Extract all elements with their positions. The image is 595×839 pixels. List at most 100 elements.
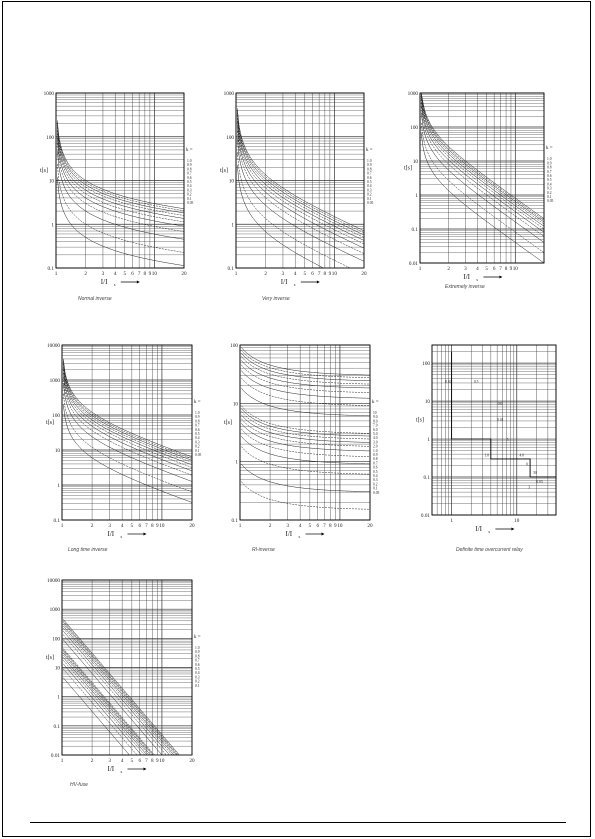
curve-k-7 <box>63 623 192 756</box>
k-value-label: 1.0 <box>547 157 552 161</box>
k-value-label: 4.0 <box>373 436 378 440</box>
k-value-label: 0.05 <box>195 453 201 457</box>
k-value-label: 0.7 <box>367 172 372 176</box>
x-tick-label: 7 <box>323 523 326 529</box>
k-value-label: 0.4 <box>373 474 378 478</box>
curve-k-0_1 <box>63 393 193 493</box>
x-tick-label: 20 <box>189 758 195 764</box>
curve-k-0_8 <box>241 411 370 440</box>
y-tick-label: 0.1 <box>54 724 61 730</box>
plot-frame <box>55 92 185 269</box>
k-value-label: 1.0 <box>187 159 192 163</box>
x-tick-label: 9 <box>329 271 332 277</box>
k-value-label: 0.7 <box>373 461 378 465</box>
k-value-label: 7.0 <box>373 424 378 428</box>
x-axis-label-sub: s <box>114 282 116 287</box>
step-annotation: 100 <box>497 402 503 406</box>
k-value-label: 0.7 <box>195 424 200 428</box>
k-label: k = <box>194 400 201 405</box>
x-axis-arrowhead <box>316 280 320 284</box>
x-tick-label: 7 <box>499 266 502 272</box>
k-value-label: 0.5 <box>195 432 200 436</box>
y-axis-label: t[s] <box>220 168 228 174</box>
x-tick-label: 10 <box>337 523 343 529</box>
x-axis-label: I/I <box>286 530 293 538</box>
curve-k-0_1 <box>63 677 192 756</box>
x-tick-label: 4 <box>294 271 297 277</box>
y-tick-label: 0.01 <box>421 513 430 519</box>
curve-k-0_9 <box>63 360 193 459</box>
x-tick-label: 3 <box>464 266 467 272</box>
x-tick-label: 5 <box>485 266 488 272</box>
curve-k-6 <box>241 360 371 389</box>
k-value-label: 0.1 <box>373 487 378 491</box>
x-tick-label: 7 <box>145 758 148 764</box>
x-tick-label: 4 <box>299 523 302 529</box>
k-value-label: 2.0 <box>373 445 378 449</box>
x-axis-arrowhead <box>143 767 147 771</box>
curve-k-0_3 <box>237 130 365 254</box>
curve-k-2 <box>241 388 370 417</box>
k-value-label: 0.1 <box>367 197 372 201</box>
curve-k-0_3 <box>63 377 193 476</box>
x-tick-label: 20 <box>181 271 187 277</box>
y-tick-label: 0.1 <box>54 518 61 524</box>
k-value-label: 0.1 <box>195 684 200 688</box>
y-tick-label: 10 <box>55 666 61 672</box>
y-tick-label: 10 <box>49 179 55 185</box>
k-value-label: 0.8 <box>547 166 552 170</box>
x-tick-label: 5 <box>131 758 134 764</box>
plot-frame <box>61 344 193 521</box>
x-tick-label: 9 <box>156 758 159 764</box>
x-tick-label: 3 <box>282 271 285 277</box>
x-tick-label: 6 <box>138 523 141 529</box>
k-value-label: 3.0 <box>373 440 378 444</box>
y-tick-label: 1000 <box>44 91 55 97</box>
long-time-inverse-caption: Long time inverse <box>68 547 108 553</box>
curves <box>420 92 545 264</box>
y-tick-label: 100 <box>52 413 60 419</box>
plot-frame <box>235 92 365 269</box>
x-tick-label: 8 <box>151 758 154 764</box>
curve-k-0_4 <box>63 372 193 472</box>
y-axis-label: t[s] <box>46 420 54 426</box>
k-value-label: 0.5 <box>195 667 200 671</box>
curve-k-0_9 <box>241 408 370 437</box>
y-tick-label: 100 <box>410 125 418 131</box>
x-tick-label: 1 <box>61 523 64 529</box>
x-axis-label: I/I <box>475 525 482 533</box>
x-tick-label: 10 <box>159 523 165 529</box>
y-tick-label: 10 <box>229 179 235 185</box>
x-axis-arrowhead <box>511 527 515 531</box>
definite-time-caption: Definite time overcurrent relay <box>456 547 523 553</box>
plot-frame <box>239 344 371 521</box>
x-tick-label: 7 <box>318 271 321 277</box>
k-value-label: 0.1 <box>547 195 552 199</box>
curve-k-0_05 <box>63 404 193 503</box>
grid <box>235 92 365 269</box>
hv-fuse-caption: HV-fuse <box>70 782 88 788</box>
curve-k-1 <box>420 92 545 219</box>
k-value-label: 0.3 <box>195 440 200 444</box>
step-annotation: 4.0 <box>519 453 524 457</box>
y-tick-label: 0.1 <box>424 475 431 481</box>
y-tick-label: 10000 <box>47 343 60 349</box>
k-value-label: 0.9 <box>195 650 200 654</box>
x-tick-label: 5 <box>303 271 306 277</box>
x-tick-label: 2 <box>84 271 87 277</box>
curve-k-0_05 <box>420 133 545 264</box>
y-tick-label: 1 <box>51 222 54 228</box>
y-tick-label: 10 <box>413 159 419 165</box>
step-annotation: 5 <box>507 438 509 442</box>
curve-k-1 <box>241 405 371 434</box>
plot-frame <box>419 92 545 264</box>
x-tick-label: 7 <box>145 523 148 529</box>
curve-k-0_6 <box>63 366 193 465</box>
y-axis-label: t[s] <box>40 168 48 174</box>
step-annotation: 3 <box>528 485 530 489</box>
x-axis-label: I/I <box>463 273 470 281</box>
